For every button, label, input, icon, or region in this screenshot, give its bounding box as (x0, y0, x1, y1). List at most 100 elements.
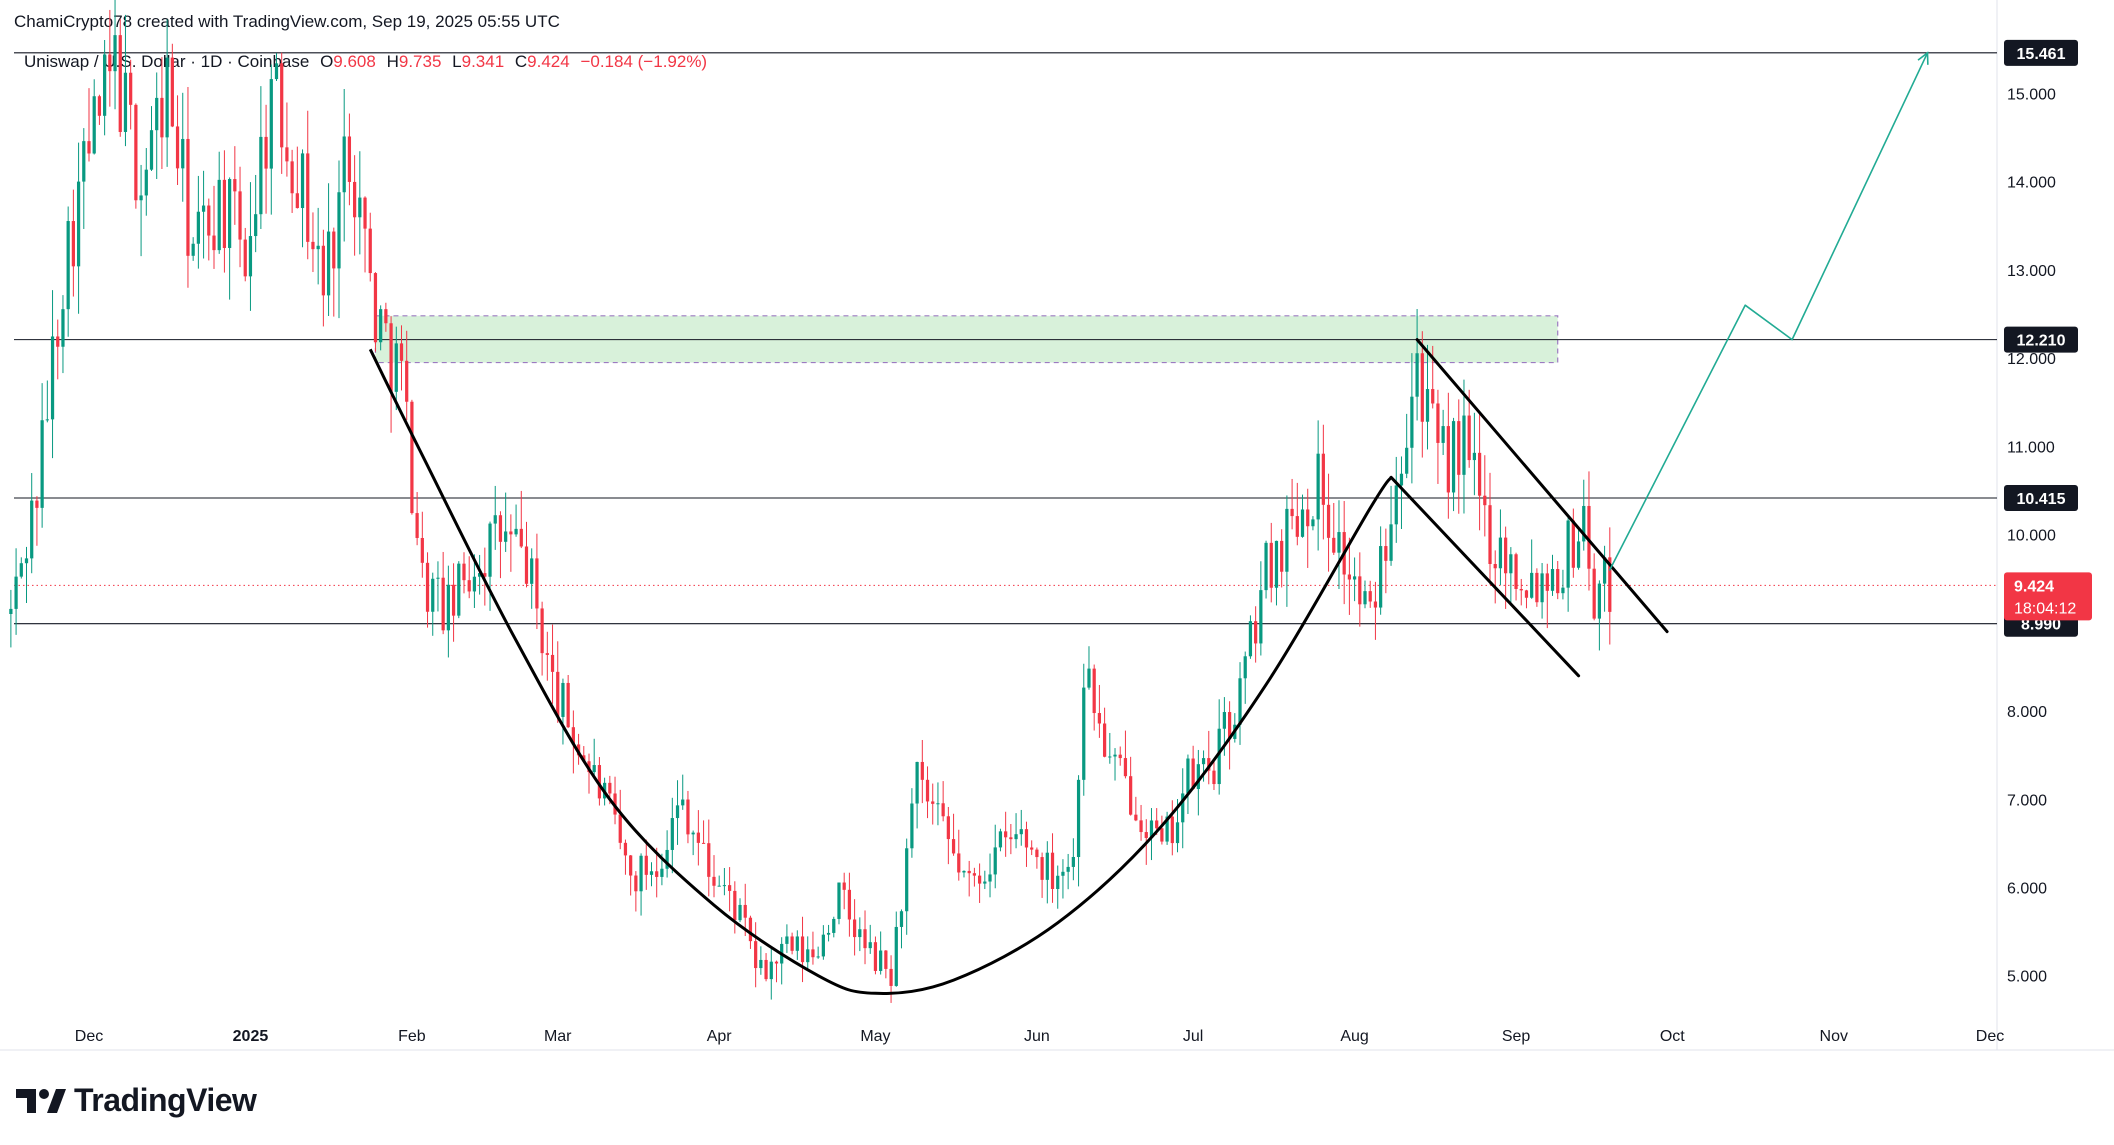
candle (905, 838, 909, 935)
candle (238, 166, 242, 268)
candle (478, 554, 482, 595)
level-badge-bg (2004, 326, 2078, 353)
candle (1118, 746, 1122, 766)
candle (1332, 502, 1336, 555)
candle-body (1483, 495, 1487, 506)
candle-body (847, 889, 852, 920)
tradingview-logo[interactable]: TradingView (16, 1082, 257, 1119)
candle-body (326, 231, 331, 296)
candle (842, 872, 846, 910)
candle-body (832, 918, 836, 933)
candle-body (1514, 554, 1518, 590)
candle (436, 561, 440, 612)
candle (566, 675, 570, 729)
candle-body (1524, 590, 1529, 598)
candle (1113, 748, 1117, 781)
candle-body (1243, 656, 1247, 679)
candle (342, 89, 346, 242)
candle (76, 142, 81, 314)
candle (1358, 552, 1362, 627)
candle-body (1306, 509, 1310, 527)
candle (1269, 522, 1273, 603)
candle (321, 229, 325, 327)
candle-body (493, 515, 497, 524)
candle (71, 189, 75, 297)
candle-body (1227, 712, 1232, 739)
candle-body (785, 936, 789, 944)
candle-body (35, 500, 39, 508)
candle (665, 830, 669, 878)
candle-body (1201, 758, 1206, 765)
candle (889, 955, 893, 1003)
candle (545, 631, 549, 681)
candle-body (1337, 532, 1341, 553)
candle (759, 946, 763, 975)
candle (884, 950, 888, 979)
candle-body (306, 153, 310, 242)
y-axis-tick-label: 14.000 (2007, 175, 2056, 192)
candle (1306, 488, 1310, 568)
x-axis-tick-label: Oct (1660, 1028, 1685, 1045)
candle-body (342, 136, 346, 193)
candle (1071, 838, 1075, 881)
candle-body (962, 870, 966, 873)
candle-body (1509, 554, 1513, 574)
candle-body (228, 179, 232, 248)
candle (285, 102, 289, 177)
candle-body (1363, 591, 1367, 605)
candle (191, 237, 195, 261)
level-badge-label: 12.210 (2017, 333, 2066, 350)
candle-body (754, 941, 758, 969)
candle-body (1311, 519, 1315, 527)
flag-lower-trendline (1389, 475, 1581, 678)
candle (894, 911, 898, 987)
candle-body (144, 169, 148, 196)
candle (858, 917, 862, 952)
candle (1462, 379, 1466, 514)
candle (681, 774, 685, 810)
candle-body (1462, 415, 1466, 475)
candle-body (353, 181, 357, 218)
low-value: 9.341 (461, 52, 505, 71)
current-price-badge: 9.424 18:04:12 (2004, 572, 2092, 621)
y-axis-tick-label: 10.000 (2007, 528, 2056, 545)
candle (300, 149, 305, 248)
candle-body (842, 882, 846, 890)
tradingview-logo-icon (16, 1088, 66, 1113)
candle (50, 290, 55, 459)
candle-body (535, 558, 539, 609)
candle (1519, 578, 1523, 606)
candle (556, 641, 560, 723)
candle (274, 53, 279, 81)
candle-body (1535, 572, 1539, 603)
candle (1227, 701, 1232, 770)
candle (24, 546, 29, 603)
candle (1212, 758, 1216, 790)
candle-body (504, 531, 508, 542)
candle (1608, 527, 1612, 645)
flag-upper-trendline (1415, 338, 1669, 634)
candle (613, 776, 617, 825)
candle (1040, 852, 1044, 898)
candle (113, 0, 117, 110)
open-value: 9.608 (333, 52, 376, 71)
candle (243, 227, 247, 282)
candle-body (1061, 871, 1065, 876)
candle-body (634, 875, 638, 892)
candle-body (50, 336, 55, 420)
candles-group (9, 0, 1612, 1003)
candle (1191, 745, 1195, 790)
candle (9, 589, 13, 648)
candle (446, 565, 450, 658)
candle (1061, 859, 1065, 899)
x-axis-tick-label: 2025 (233, 1028, 269, 1045)
candle (498, 511, 503, 579)
candle-body (71, 221, 75, 267)
candle (1425, 344, 1430, 450)
candle-body (868, 942, 872, 949)
candle (123, 14, 128, 147)
candle (972, 867, 977, 887)
level-price-badge: 10.415 (2004, 484, 2078, 511)
candle-body (701, 842, 706, 844)
